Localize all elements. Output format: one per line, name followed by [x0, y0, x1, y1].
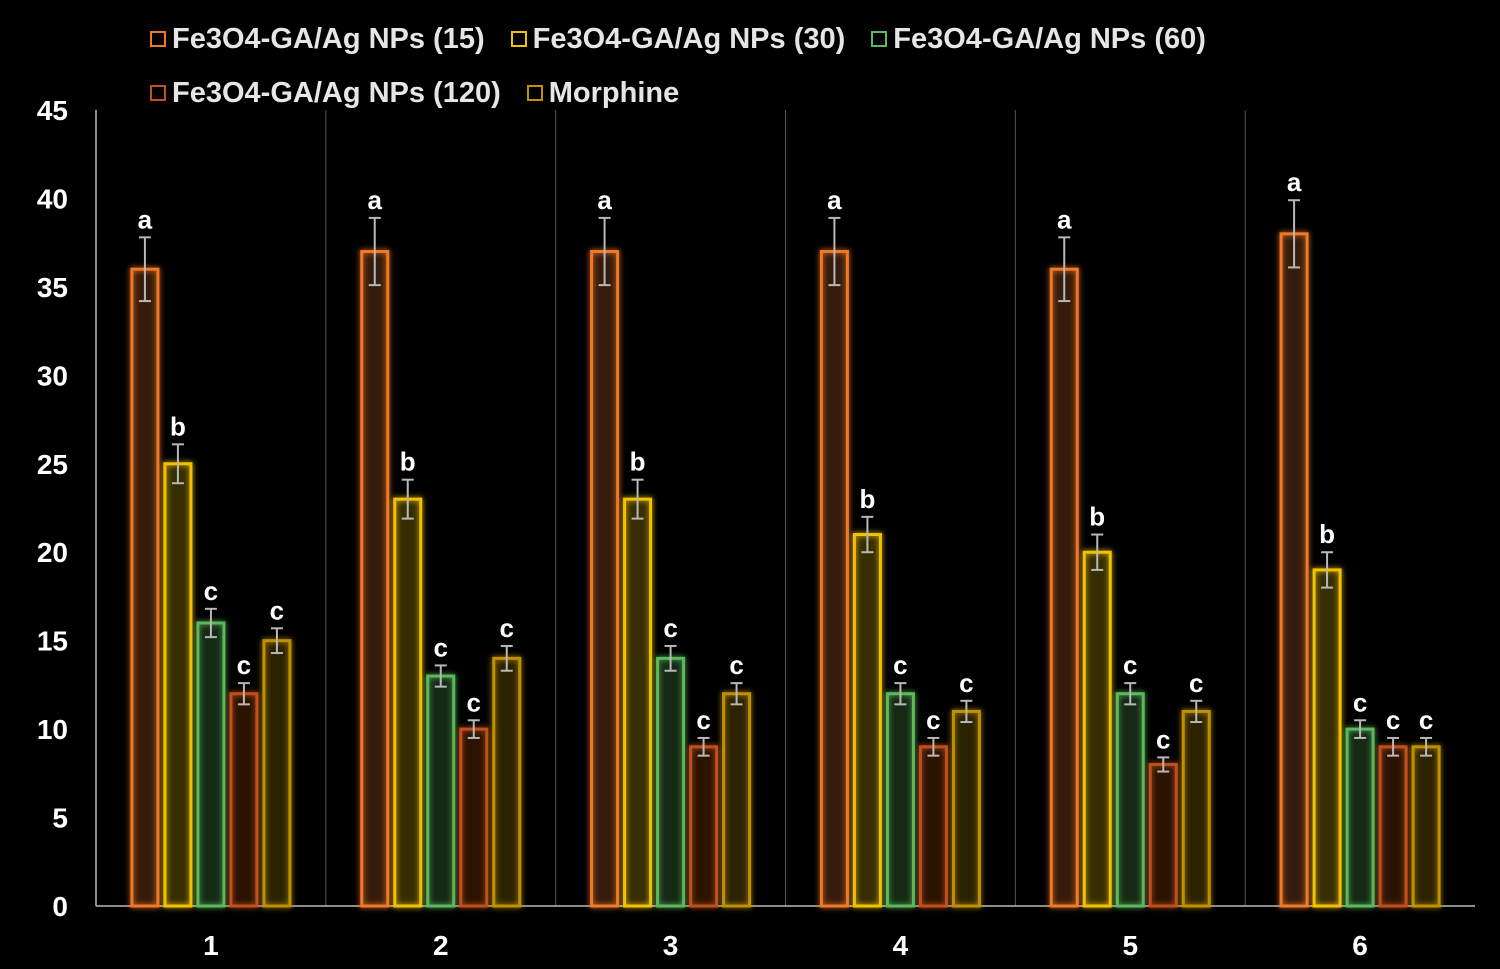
bar [724, 694, 750, 906]
bar [1117, 694, 1143, 906]
significance-letter: c [204, 576, 218, 606]
bar [821, 252, 847, 906]
significance-letter: c [893, 650, 907, 680]
x-tick-label: 5 [1122, 930, 1138, 961]
significance-letter: c [237, 650, 251, 680]
bar [264, 641, 290, 906]
y-tick-label: 45 [37, 95, 68, 126]
bar [1183, 711, 1209, 906]
bar [428, 676, 454, 906]
y-tick-label: 5 [52, 803, 68, 834]
bar [132, 269, 158, 906]
significance-letter: c [1156, 724, 1170, 754]
bar [1150, 764, 1176, 906]
y-tick-label: 25 [37, 449, 68, 480]
bar [625, 499, 651, 906]
bar [854, 535, 880, 906]
x-tick-label: 1 [203, 930, 219, 961]
significance-letter: c [434, 632, 448, 662]
bar [231, 694, 257, 906]
y-tick-label: 15 [37, 626, 68, 657]
bar [1084, 552, 1110, 906]
y-tick-label: 30 [37, 360, 68, 391]
significance-letter: b [630, 447, 646, 477]
bar [953, 711, 979, 906]
significance-letter: a [368, 185, 383, 215]
significance-letter: a [138, 204, 153, 234]
y-tick-label: 0 [52, 891, 68, 922]
bar [1281, 234, 1307, 906]
significance-letter: c [500, 613, 514, 643]
y-tick-label: 35 [37, 272, 68, 303]
y-tick-label: 10 [37, 714, 68, 745]
significance-letter: c [1419, 705, 1433, 735]
significance-letter: a [827, 185, 842, 215]
bar [920, 747, 946, 906]
significance-letter: a [1057, 204, 1072, 234]
significance-letter: c [663, 613, 677, 643]
significance-letter: c [1189, 668, 1203, 698]
bar [1380, 747, 1406, 906]
bar [165, 464, 191, 906]
significance-letter: a [597, 185, 612, 215]
bar [395, 499, 421, 906]
significance-letter: b [170, 411, 186, 441]
bar [592, 252, 618, 906]
significance-letter: c [696, 705, 710, 735]
significance-letter: c [729, 650, 743, 680]
significance-letter: c [1386, 705, 1400, 735]
x-tick-label: 2 [433, 930, 449, 961]
significance-letter: b [1319, 519, 1335, 549]
significance-letter: c [1123, 650, 1137, 680]
significance-letter: b [859, 484, 875, 514]
significance-letter: a [1287, 167, 1302, 197]
x-tick-label: 6 [1352, 930, 1368, 961]
significance-letter: c [467, 687, 481, 717]
x-tick-label: 3 [663, 930, 679, 961]
bar [887, 694, 913, 906]
x-tick-label: 4 [893, 930, 909, 961]
bar [691, 747, 717, 906]
bar [1413, 747, 1439, 906]
significance-letter: c [1353, 687, 1367, 717]
bar [461, 729, 487, 906]
significance-letter: c [959, 668, 973, 698]
significance-letter: b [400, 447, 416, 477]
bar [658, 658, 684, 906]
bar [1314, 570, 1340, 906]
significance-letter: c [926, 705, 940, 735]
y-tick-label: 40 [37, 183, 68, 214]
bar [1051, 269, 1077, 906]
y-tick-label: 20 [37, 537, 68, 568]
bar [1347, 729, 1373, 906]
bar [494, 658, 520, 906]
significance-letter: c [270, 595, 284, 625]
bar [198, 623, 224, 906]
significance-letter: b [1089, 502, 1105, 532]
bar [362, 252, 388, 906]
